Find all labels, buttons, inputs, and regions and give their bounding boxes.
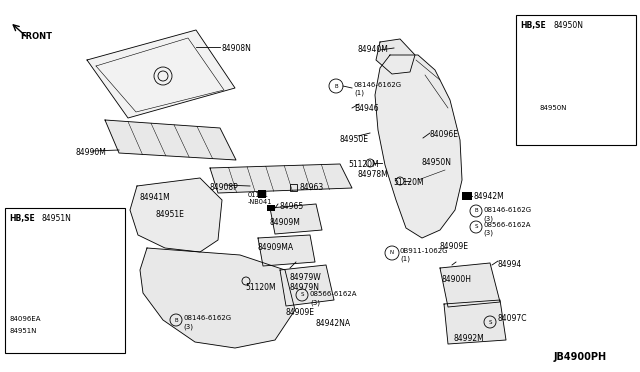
Polygon shape <box>8 226 118 348</box>
Polygon shape <box>280 265 334 306</box>
Polygon shape <box>105 120 236 160</box>
Text: 84979N: 84979N <box>290 283 320 292</box>
Text: 84965: 84965 <box>280 202 304 211</box>
Polygon shape <box>524 30 610 135</box>
Bar <box>5 208 125 353</box>
Text: 84900H: 84900H <box>441 275 471 284</box>
Text: (1): (1) <box>354 90 364 96</box>
Text: B: B <box>174 317 178 323</box>
Bar <box>516 15 636 145</box>
Text: N: N <box>390 250 394 256</box>
Text: 84951N: 84951N <box>9 328 36 334</box>
Text: (3): (3) <box>483 215 493 221</box>
Text: (3): (3) <box>310 299 320 305</box>
Text: 84909MA: 84909MA <box>258 243 294 252</box>
Bar <box>267 205 275 211</box>
Text: S: S <box>300 292 304 298</box>
Text: 84909E: 84909E <box>285 308 314 317</box>
Text: 84950N: 84950N <box>554 21 584 30</box>
Text: 84963: 84963 <box>300 183 324 192</box>
Text: 84942NA: 84942NA <box>315 319 350 328</box>
Bar <box>462 192 472 200</box>
Text: 84941M: 84941M <box>139 193 170 202</box>
Text: 84096E: 84096E <box>430 130 459 139</box>
Text: 51120M: 51120M <box>245 283 276 292</box>
Text: HB,SE: HB,SE <box>9 214 35 223</box>
Text: 84096EA: 84096EA <box>9 316 40 322</box>
Polygon shape <box>376 39 415 74</box>
Polygon shape <box>210 164 352 193</box>
Polygon shape <box>130 178 222 252</box>
Text: 51120M: 51120M <box>348 160 379 169</box>
Text: 84950N: 84950N <box>540 105 568 111</box>
Text: 08146-6162G: 08146-6162G <box>183 315 231 321</box>
Text: 84994: 84994 <box>498 260 522 269</box>
Text: (1): (1) <box>400 256 410 263</box>
Polygon shape <box>440 263 500 307</box>
Text: 08566-6162A: 08566-6162A <box>310 291 358 297</box>
Text: 84909E: 84909E <box>440 242 469 251</box>
Text: (3): (3) <box>183 323 193 330</box>
Text: 84909M: 84909M <box>270 218 301 227</box>
Text: 51120M: 51120M <box>393 178 424 187</box>
Text: 0B911-1062G: 0B911-1062G <box>400 248 449 254</box>
Polygon shape <box>444 300 506 344</box>
Text: 08146-6162G: 08146-6162G <box>354 82 402 88</box>
Text: -NB041: -NB041 <box>248 199 273 205</box>
Text: 01121: 01121 <box>248 192 269 198</box>
Text: 84950N: 84950N <box>422 158 452 167</box>
Text: (3): (3) <box>483 230 493 237</box>
Text: FRONT: FRONT <box>20 32 52 41</box>
Text: 84951E: 84951E <box>156 210 185 219</box>
Text: B: B <box>474 208 478 214</box>
Text: S: S <box>488 320 492 324</box>
Text: 84942M: 84942M <box>474 192 505 201</box>
Text: 08566-6162A: 08566-6162A <box>483 222 531 228</box>
Text: 84951N: 84951N <box>41 214 71 223</box>
Text: 84097C: 84097C <box>498 314 527 323</box>
Text: 84992M: 84992M <box>454 334 484 343</box>
Text: 84990M: 84990M <box>75 148 106 157</box>
Polygon shape <box>270 204 322 234</box>
Polygon shape <box>140 248 295 348</box>
Polygon shape <box>258 235 315 266</box>
Bar <box>258 190 266 198</box>
Text: 84950E: 84950E <box>339 135 368 144</box>
Text: 84908N: 84908N <box>222 44 252 53</box>
Text: B4946: B4946 <box>354 104 379 113</box>
Polygon shape <box>375 55 462 238</box>
Polygon shape <box>87 30 235 118</box>
Text: HB,SE: HB,SE <box>520 21 546 30</box>
Text: 84978M: 84978M <box>357 170 388 179</box>
Text: 08146-6162G: 08146-6162G <box>483 207 531 213</box>
Text: 84908P: 84908P <box>210 183 239 192</box>
Bar <box>290 184 297 191</box>
Text: S: S <box>474 224 477 230</box>
Text: JB4900PH: JB4900PH <box>554 352 607 362</box>
Text: 84979W: 84979W <box>290 273 322 282</box>
Text: 84940M: 84940M <box>358 45 389 54</box>
Text: B: B <box>334 83 338 89</box>
